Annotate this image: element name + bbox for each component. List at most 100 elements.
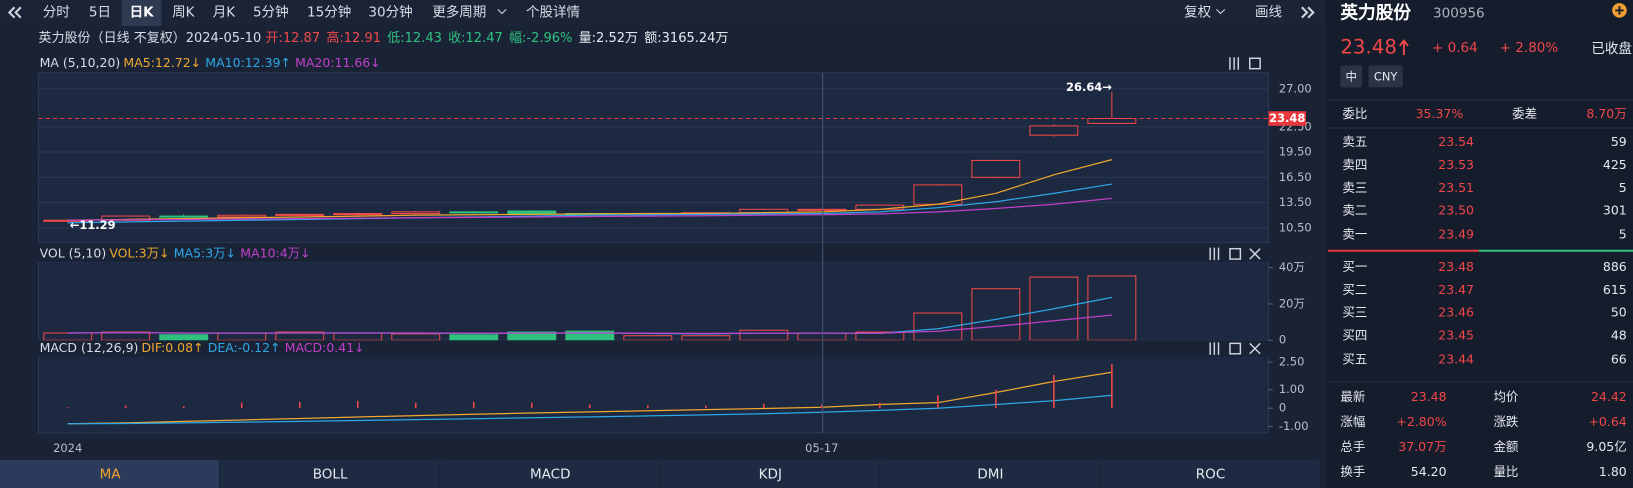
indicator-tab[interactable]: BOLL [313,466,348,482]
legend-entry: MA5:12.72↓ [123,55,201,70]
candle-body [391,211,441,215]
legend-entry: VOL:3万↓ [109,245,169,260]
level-volume: 50 [1611,305,1627,320]
add-plus [1615,6,1624,15]
settings-icon[interactable] [1209,247,1220,261]
period-tab[interactable]: 更多周期 [432,3,486,20]
candle-body [159,215,209,218]
volume-bar [681,335,731,341]
settings-icon[interactable] [1229,57,1240,70]
volume-bar [507,331,557,341]
stock-name: 英力股份 [1340,2,1411,24]
indicator-tab-bg[interactable] [880,459,1100,488]
copy-icon[interactable] [1249,57,1261,70]
indicator-title: MA (5,10,20) [40,55,121,70]
indicator-tab-bg[interactable] [220,459,440,488]
level-volume: 5 [1619,227,1627,242]
indicator-tab-bg[interactable] [440,459,660,488]
level-volume: 615 [1603,282,1627,297]
volume-bar [797,332,847,341]
copy-icon[interactable] [1229,247,1242,260]
close-icon[interactable] [1249,342,1261,355]
last-price-tag [1268,111,1306,126]
level-volume: 425 [1603,157,1627,172]
stat-value: +0.64 [1588,414,1626,429]
level-label: 买三 [1342,305,1367,320]
candle-body [217,214,267,218]
info-title: 英力股份（日线 不复权）2024-05-10 [39,30,262,46]
close-icon[interactable] [1249,248,1261,260]
level-label: 买四 [1342,328,1367,343]
candle-body [797,208,847,211]
level-label: 卖一 [1342,227,1367,242]
indicator-tab[interactable]: DMI [977,466,1003,482]
indicator-tab-bg[interactable] [660,459,880,488]
adjust-button[interactable]: 复权 [1184,3,1212,20]
legend-entry: MA5:3万↓ [174,245,236,260]
period-tab[interactable]: 月K [213,4,237,20]
panel-header-bg [38,245,1269,263]
y-tick-label: 16.50 [1279,170,1312,184]
period-tab[interactable]: 15分钟 [307,3,351,20]
legend-entry: DEA:-0.12↑ [208,340,281,355]
period-tab[interactable]: 个股详情 [526,4,580,20]
change: + 0.64 [1432,40,1478,56]
level-label: 卖二 [1342,203,1367,218]
level-label: 卖三 [1342,180,1367,195]
indicator-tab[interactable]: MACD [530,466,571,482]
stock-code: 300956 [1433,6,1485,22]
level-price: 23.47 [1438,282,1474,297]
stat-value: +2.80% [1396,414,1446,429]
indicator-title: MACD (12,26,9) [40,340,139,355]
level-price: 23.53 [1438,157,1474,172]
indicator-tab-bg[interactable] [0,459,220,488]
copy-icon[interactable] [1229,342,1242,355]
x-tick-label: 2024 [53,441,82,455]
indicator-line [67,197,1112,221]
info-field: 收:12.47 [448,31,503,46]
indicator-title: VOL (5,10) [40,245,107,260]
volume-bar [391,333,441,341]
indicator-tab[interactable]: KDJ [759,466,782,482]
tag: CNY [1374,70,1399,84]
info-field: 量:2.52万 [579,31,638,46]
draw-button[interactable]: 画线 [1255,4,1283,20]
candle-body [449,211,499,214]
level-label: 买二 [1342,282,1367,297]
diff-label: 委差 [1512,106,1537,121]
volume-bar [1087,275,1137,341]
tag-box [1340,65,1363,88]
indicator-line [67,183,1112,224]
indicator-tab-bg[interactable] [1100,459,1320,488]
indicator-tab[interactable]: ROC [1196,466,1225,482]
stat-label: 金额 [1493,439,1518,454]
stat-label: 总手 [1340,439,1365,454]
period-tab[interactable]: 5分钟 [253,3,289,20]
indicator-tab[interactable]: MA [100,466,122,482]
y-tick-label: 0 [1279,401,1286,415]
y-tick-label: 27.00 [1279,81,1312,95]
indicator-line [67,314,1112,335]
stat-value: 37.07万 [1398,439,1446,454]
level-volume: 66 [1611,352,1627,367]
period-tab[interactable]: 分时 [43,4,70,20]
level-volume: 59 [1611,134,1627,149]
period-tab[interactable]: 日K [130,4,155,20]
next-icon[interactable] [1301,6,1315,19]
prev-icon[interactable] [7,6,22,19]
candle-body [275,213,325,216]
diff-value: 8.70万 [1586,106,1626,121]
period-tab[interactable]: 5日 [89,4,111,20]
settings-icon[interactable] [1209,342,1220,355]
tag: 中 [1346,70,1357,84]
legend-entry: MA10:4万↓ [240,245,310,260]
change-pct: + 2.80% [1500,40,1559,56]
stat-label: 均价 [1493,389,1518,404]
volume-bar [971,288,1021,341]
info-field: 开:12.87 [265,31,320,46]
period-tab[interactable]: 周K [172,4,196,20]
period-tab[interactable]: 30分钟 [368,3,412,20]
y-tick-label: 0 [1279,333,1286,347]
stat-value: 9.05亿 [1586,439,1626,454]
stat-label: 涨幅 [1340,414,1365,429]
